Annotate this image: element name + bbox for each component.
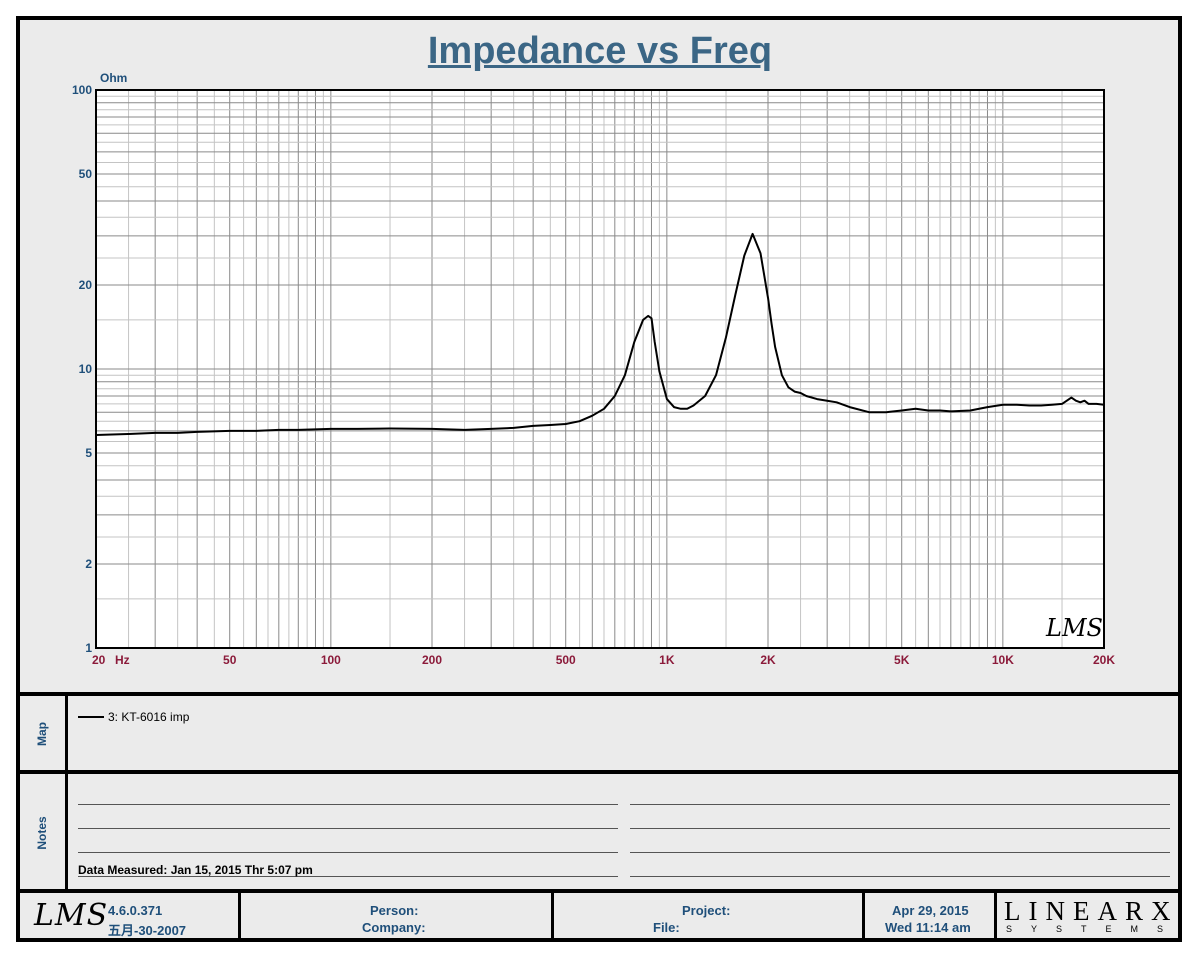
note-line — [78, 804, 618, 805]
x-tick-label: 2K — [760, 653, 776, 667]
note-line — [630, 828, 1170, 829]
data-measured-text: Data Measured: Jan 15, 2015 Thr 5:07 pm — [78, 863, 313, 877]
footer-divider — [862, 893, 865, 939]
section-divider — [16, 770, 1182, 774]
x-axis-unit: Hz — [115, 653, 130, 667]
y-tick-label: 5 — [85, 446, 92, 460]
y-tick-label: 10 — [79, 362, 93, 376]
label-column-divider — [65, 696, 68, 889]
chart-title: Impedance vs Freq — [427, 30, 773, 72]
x-tick-label: 50 — [223, 653, 237, 667]
note-line — [78, 828, 618, 829]
project-label: Project: — [682, 903, 731, 918]
section-divider — [16, 692, 1182, 696]
impedance-chart: 100 50 20 10 5 2 1 Ohm 20 50 100 200 500 1K 2K 5K 10K 20K… — [72, 71, 1115, 667]
map-section-label: Map — [35, 722, 49, 746]
footer-divider — [551, 893, 554, 939]
note-line — [78, 876, 618, 877]
impedance-curve — [95, 232, 1105, 436]
lms-logo: LMS — [34, 898, 109, 933]
y-tick-label: 50 — [79, 167, 93, 181]
notes-section-label: Notes — [35, 816, 49, 850]
x-tick-label: 10K — [992, 653, 1014, 667]
section-divider — [16, 889, 1182, 893]
y-tick-label: 100 — [72, 83, 92, 97]
x-tick-label: 20 — [92, 653, 106, 667]
file-label: File: — [653, 920, 680, 935]
x-tick-label: 200 — [422, 653, 442, 667]
legend-entry: 3: KT-6016 imp — [108, 710, 190, 724]
y-tick-label: 2 — [85, 557, 92, 571]
build-date-text: 五月-30-2007 — [108, 923, 187, 938]
note-line — [630, 804, 1170, 805]
x-tick-label: 20K — [1093, 653, 1115, 667]
y-axis-unit: Ohm — [100, 71, 127, 85]
x-tick-label: 100 — [321, 653, 341, 667]
x-tick-label: 5K — [894, 653, 910, 667]
version-text: 4.6.0.371 — [108, 903, 163, 918]
note-line — [630, 876, 1170, 877]
note-line — [78, 852, 618, 853]
lms-watermark: LMS — [1045, 614, 1103, 642]
linearx-brand: LINEARX — [1004, 896, 1179, 926]
note-line — [630, 852, 1170, 853]
print-time: Wed 11:14 am — [885, 920, 971, 935]
footer-divider — [238, 893, 241, 939]
print-date: Apr 29, 2015 — [892, 903, 969, 918]
y-tick-label: 1 — [85, 641, 92, 655]
x-tick-label: 1K — [659, 653, 675, 667]
x-tick-label: 500 — [556, 653, 576, 667]
plot-border — [95, 89, 1105, 649]
person-label: Person: — [370, 903, 419, 918]
footer-divider — [994, 893, 997, 939]
legend-line-swatch — [78, 716, 104, 718]
linearx-systems: SYSTEMS — [1006, 924, 1183, 934]
company-label: Company: — [362, 920, 426, 935]
y-tick-label: 20 — [79, 278, 93, 292]
